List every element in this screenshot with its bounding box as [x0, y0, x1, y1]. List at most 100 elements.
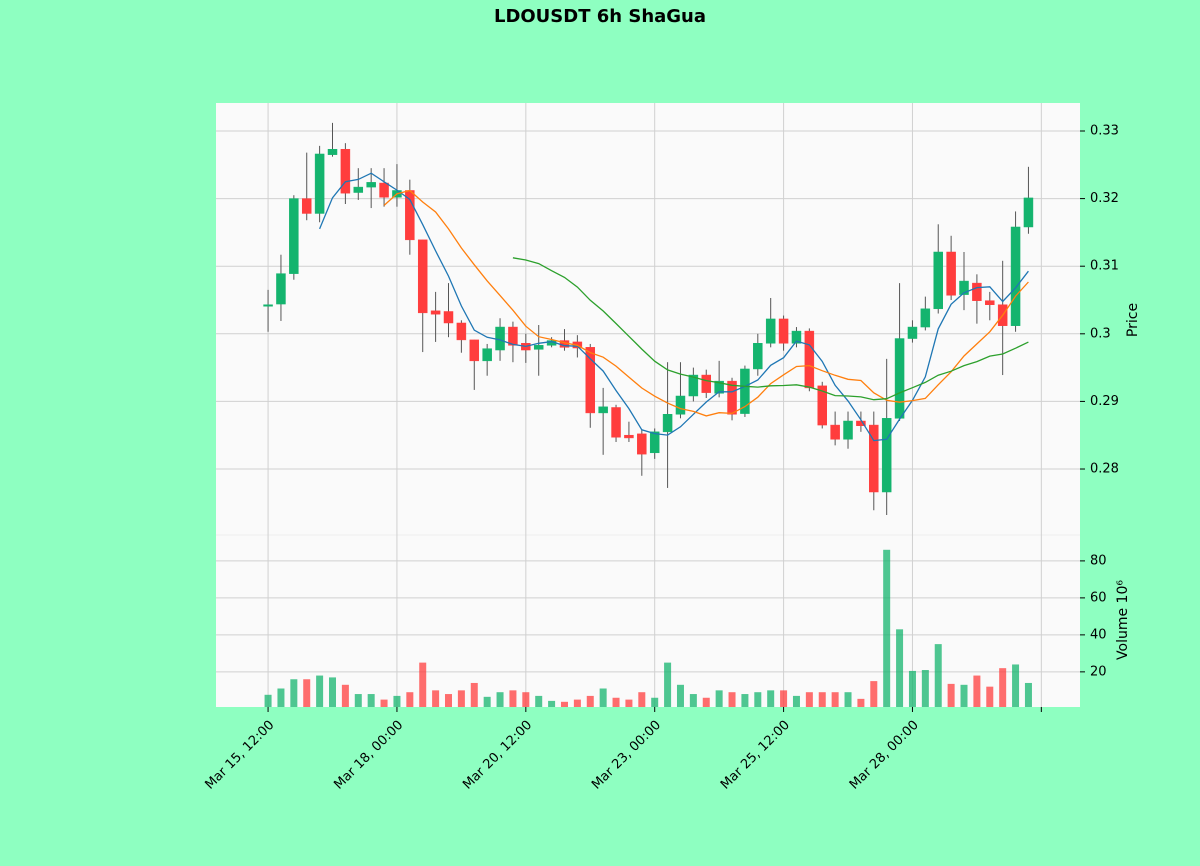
candle-body	[482, 348, 492, 362]
volume-bar	[303, 679, 311, 707]
volume-bar	[767, 690, 775, 707]
volume-bar	[432, 690, 440, 707]
volume-bar	[586, 695, 594, 707]
y-tick-label: 0.29	[1090, 394, 1119, 409]
candle-body	[791, 330, 802, 344]
candle-body	[894, 338, 905, 419]
y2-tick-label: 80	[1090, 553, 1107, 568]
candle-body	[276, 273, 286, 305]
candle-body	[804, 330, 815, 389]
candle-body	[1023, 197, 1034, 228]
candle-body	[379, 182, 389, 198]
candle-body	[327, 148, 338, 155]
candle-body	[585, 347, 596, 414]
volume-bar	[728, 692, 736, 707]
volume-bar	[522, 692, 530, 707]
volume-bar	[612, 697, 620, 707]
candle-body	[817, 385, 827, 426]
volume-bar	[277, 688, 285, 707]
candle-body	[727, 380, 737, 415]
volume-bar	[999, 668, 1007, 707]
candle-body	[972, 282, 982, 301]
candle-body	[314, 153, 325, 214]
y2-tick-label: 60	[1090, 590, 1107, 605]
moving-average	[512, 257, 1029, 401]
volume-bar	[599, 688, 607, 707]
candle-body	[624, 434, 634, 439]
x-tick-label: Mar 20, 12:00	[460, 718, 535, 793]
volume-bar	[960, 684, 968, 707]
volume-bar	[341, 684, 349, 707]
volume-bar	[1024, 682, 1032, 707]
volume-bar	[264, 694, 272, 707]
candle-body	[533, 345, 544, 350]
candle-body	[508, 326, 518, 346]
volume-bar	[329, 677, 337, 707]
volume-bar	[625, 699, 633, 707]
volume-bar	[896, 629, 904, 707]
candle-body	[959, 280, 969, 295]
y-tick-label: 0.31	[1090, 259, 1119, 274]
candle-body	[778, 318, 789, 344]
chart-title: LDOUSDT 6h ShaGua	[494, 6, 706, 27]
volume-bar	[792, 695, 800, 707]
volume-bar	[741, 694, 749, 707]
volume-bar	[444, 694, 452, 707]
volume-bar	[702, 697, 710, 707]
volume-bar	[973, 675, 981, 707]
volume-bar	[831, 692, 839, 707]
candle-body	[881, 418, 892, 493]
y2-tick-label: 20	[1090, 664, 1107, 679]
volume-bar	[354, 694, 362, 707]
candle-body	[430, 310, 441, 315]
candle-body	[920, 308, 931, 328]
volume-bar	[870, 681, 878, 707]
moving-average	[318, 172, 1029, 442]
volume-bar	[380, 699, 388, 707]
volume-bar	[818, 692, 826, 707]
y2-tick-label: 40	[1090, 627, 1107, 642]
volume-bar	[715, 690, 723, 707]
volume-bar	[470, 682, 478, 707]
moving-average	[383, 189, 1029, 417]
candle-body	[714, 380, 724, 394]
candle-body	[495, 326, 505, 351]
candle-body	[289, 198, 299, 274]
candle-body	[753, 343, 763, 370]
candle-body	[637, 433, 647, 455]
candle-body	[443, 311, 454, 324]
volume-bar	[419, 662, 427, 707]
volume-bar	[934, 644, 942, 707]
volume-bar	[535, 695, 543, 707]
candle-body	[765, 318, 776, 344]
x-tick-label: Mar 15, 12:00	[202, 718, 277, 793]
x-tick-label: Mar 28, 00:00	[847, 718, 922, 793]
candle-body	[353, 186, 364, 193]
x-tick-label: Mar 25, 12:00	[718, 718, 793, 793]
volume-bar	[664, 662, 672, 707]
volume-bar	[367, 694, 375, 707]
y-tick-label: 0.33	[1090, 123, 1119, 138]
volume-bar	[560, 701, 568, 707]
volume-bar	[754, 692, 762, 707]
volume-bar	[921, 670, 929, 707]
volume-bar	[638, 692, 646, 707]
volume-bar	[651, 697, 659, 707]
x-tick-label: Mar 23, 00:00	[589, 718, 664, 793]
volume-bar	[316, 675, 324, 707]
volume-bar	[1012, 664, 1020, 707]
candle-body	[263, 304, 273, 307]
candle-body	[301, 198, 312, 214]
candle-body	[649, 431, 660, 454]
candle-body	[830, 424, 840, 440]
candle-body	[946, 251, 956, 296]
volume-bar	[689, 694, 697, 707]
candle-body	[366, 182, 376, 188]
candle-body	[1010, 226, 1021, 326]
volume-bar	[908, 670, 916, 707]
volume-bar	[805, 692, 813, 707]
y2-axis-label: Volume 10⁶	[1115, 580, 1131, 660]
volume-bar	[393, 695, 401, 707]
volume-bar	[947, 683, 955, 707]
